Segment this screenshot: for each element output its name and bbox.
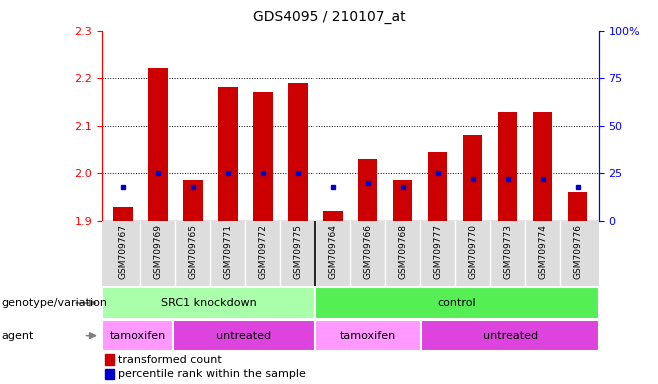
Bar [393,180,413,221]
Bar [533,111,553,221]
Text: GSM709777: GSM709777 [434,224,442,279]
Bar [323,211,343,221]
Text: GSM709767: GSM709767 [118,224,128,279]
Bar [568,192,588,221]
Bar [218,87,238,221]
Text: GSM709768: GSM709768 [398,224,407,279]
Text: GSM709772: GSM709772 [259,224,267,279]
Bar [315,320,421,351]
Text: untreated: untreated [216,331,272,341]
Text: GSM709770: GSM709770 [468,224,477,279]
Bar [102,320,173,351]
Text: GSM709764: GSM709764 [328,224,338,279]
Text: GSM709766: GSM709766 [363,224,372,279]
Bar [463,135,482,221]
Text: GSM709771: GSM709771 [224,224,232,279]
Bar [148,68,168,221]
Bar [498,111,517,221]
Bar [105,369,114,379]
Bar [315,287,599,319]
Bar [102,287,315,319]
Bar [253,91,272,221]
Text: GSM709776: GSM709776 [573,224,582,279]
Bar [113,207,133,221]
Text: GSM709773: GSM709773 [503,224,513,279]
Bar [288,83,307,221]
Bar [428,152,447,221]
Text: GDS4095 / 210107_at: GDS4095 / 210107_at [253,10,405,23]
Text: GSM709769: GSM709769 [153,224,163,279]
Text: tamoxifen: tamoxifen [340,331,396,341]
Text: genotype/variation: genotype/variation [1,298,107,308]
Bar [421,320,599,351]
Text: transformed count: transformed count [118,354,222,365]
Text: untreated: untreated [482,331,538,341]
Text: GSM709775: GSM709775 [293,224,303,279]
Bar [184,180,203,221]
Text: agent: agent [1,331,34,341]
Text: tamoxifen: tamoxifen [109,331,166,341]
Bar [105,354,114,365]
Text: SRC1 knockdown: SRC1 knockdown [161,298,257,308]
Text: percentile rank within the sample: percentile rank within the sample [118,369,306,379]
Bar [173,320,315,351]
Text: GSM709765: GSM709765 [188,224,197,279]
Text: control: control [438,298,476,308]
Bar [358,159,378,221]
Text: GSM709774: GSM709774 [538,224,547,279]
